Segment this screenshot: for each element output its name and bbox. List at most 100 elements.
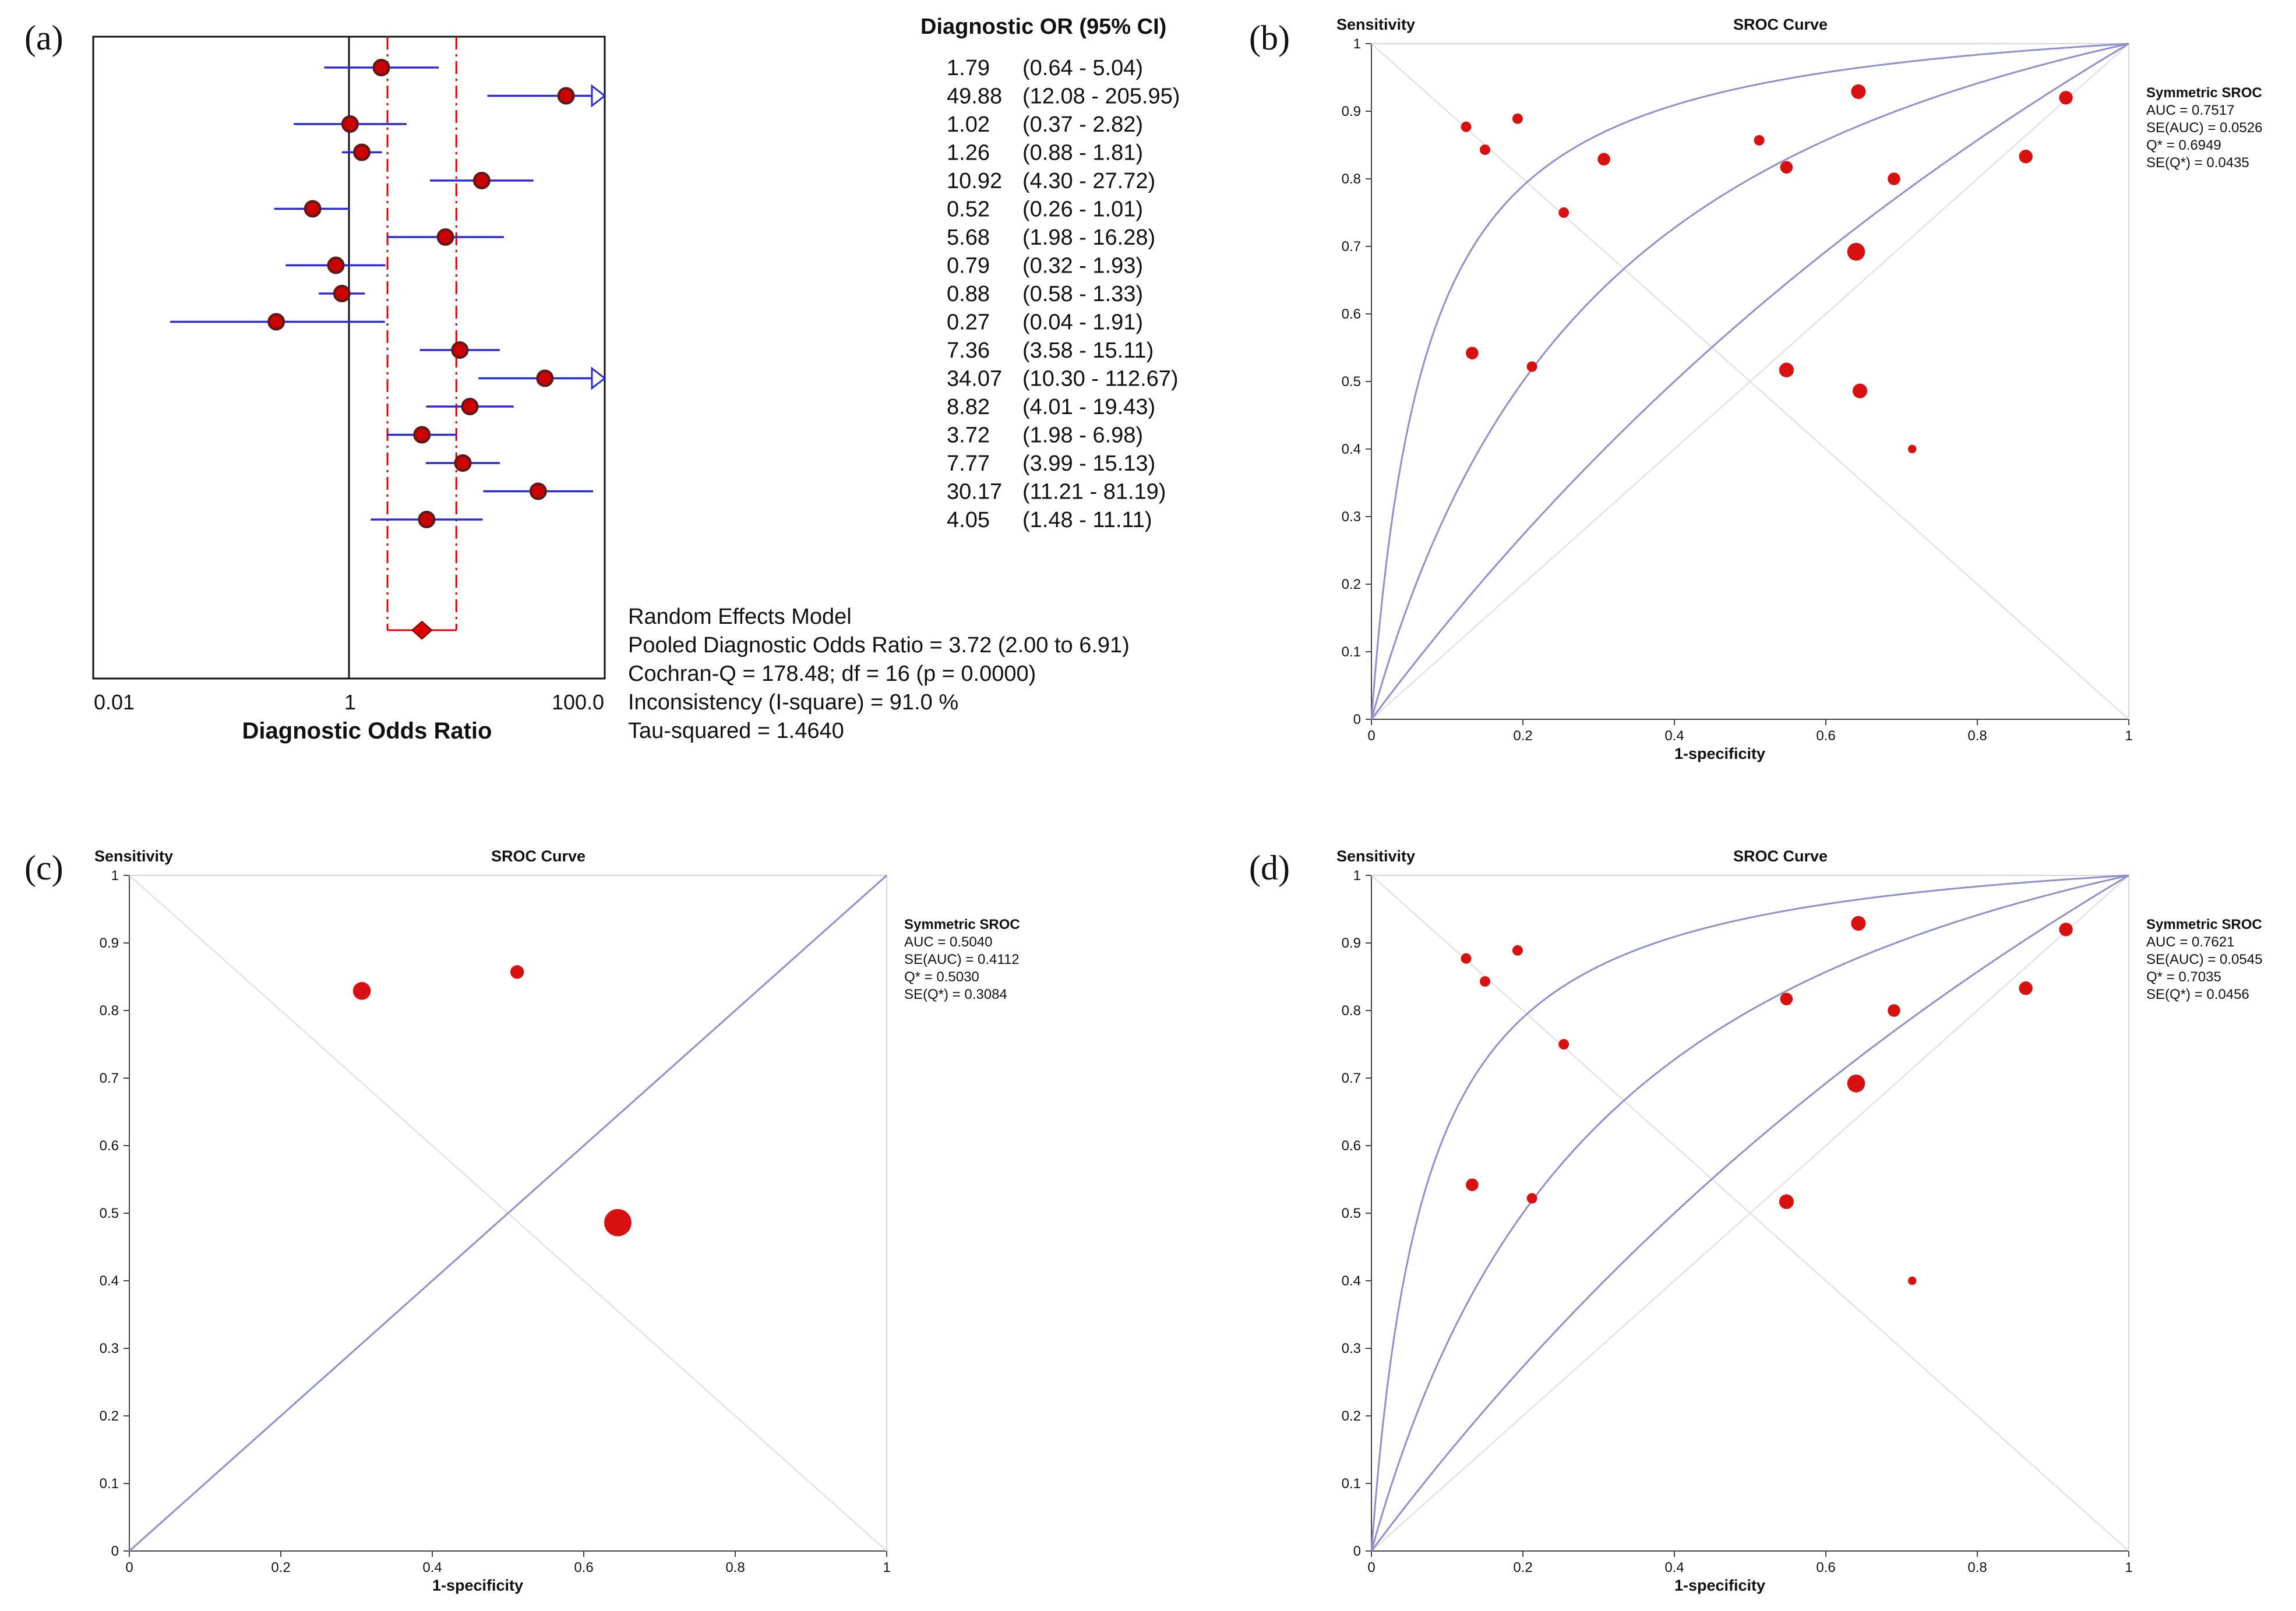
study-ci-text: (1.48 - 11.11) [1022,508,1152,532]
study-point-estimate [461,398,479,415]
sroc-b-sroc-curve [1370,43,2129,720]
sroc-b-y-tick-label: 0.1 [1342,644,1361,660]
sroc-b-y-tick-label: 1 [1353,36,1361,52]
sroc-c-y-tick-label: 0.7 [100,1071,119,1086]
sroc-b-x-tick-label: 0.2 [1513,728,1532,744]
sroc-b-study-point [1888,172,1900,185]
sroc-d-x-tick-label: 0.2 [1513,1560,1532,1575]
study-or-value: 0.27 [947,310,990,335]
sroc-d-stats-line: SE(Q*) = 0.0456 [2146,987,2249,1002]
sroc-d-y-tick-label: 0.6 [1342,1138,1361,1154]
sroc-panel-d: (d) 0 0.1 0.2 0.3 0.4 0.5 0.6 0.7 0.8 0.9 1 0 0.2 0.4 0… [1249,847,2262,1594]
pooled-or-text: Pooled Diagnostic Odds Ratio = 3.72 (2.0… [628,633,1130,658]
sroc-d-sroc-curve [1370,874,2129,1552]
sroc-b-x-tick-label: 1 [2125,728,2132,744]
ci-overflow-arrow [591,366,606,390]
model-name: Random Effects Model [628,605,852,629]
sroc-d-study-point [1851,916,1866,931]
sroc-b-study-point [1558,207,1570,218]
study-ci-text: (12.08 - 205.95) [1022,84,1180,109]
study-or-value: 10.92 [947,169,1002,193]
sroc-b-study-point [1512,113,1523,124]
study-ci-text: (3.58 - 15.11) [1022,338,1154,363]
sroc-b-stats-line: SE(AUC) = 0.0526 [2146,120,2262,136]
sroc-d-sroc-curve [1370,874,2129,1552]
sroc-b-y-axis-title: Sensitivity [1336,16,1415,33]
sroc-d-study-point [2019,981,2033,995]
sroc-d-sroc-curve [1370,874,2129,1552]
sroc-d-study-point [1512,945,1523,956]
sroc-d-study-point [1480,976,1490,987]
forest-tick-label-1: 1 [344,690,356,714]
sroc-c-y-tick-label: 0.9 [100,935,119,951]
study-ci-text: (3.99 - 15.13) [1022,451,1155,476]
study-ci-text: (11.21 - 81.19) [1022,480,1166,504]
sroc-b-stats-line: SE(Q*) = 0.0435 [2146,155,2249,171]
study-point-estimate [353,143,371,161]
study-or-value: 1.79 [947,56,990,80]
study-ci-text: (0.04 - 1.91) [1022,310,1143,335]
sroc-b-study-point [1847,242,1865,261]
sroc-b-y-tick-label: 0.9 [1342,104,1361,119]
study-point-estimate [436,228,454,246]
cochran-q-text: Cochran-Q = 178.48; df = 16 (p = 0.0000) [628,662,1036,686]
sroc-d-study-point [1526,1193,1537,1204]
forest-x-axis-label: Diagnostic Odds Ratio [242,718,492,744]
sroc-d-y-tick-label: 0.7 [1342,1071,1361,1086]
panel-label-c: (c) [24,849,64,887]
sroc-d-study-point [1888,1004,1900,1017]
sroc-c-study-point [510,965,524,979]
sroc-c-stats-line: SE(Q*) = 0.3084 [904,987,1007,1002]
inconsistency-text: Inconsistency (I-square) = 91.0 % [628,690,958,715]
sroc-b-study-point [1466,347,1479,360]
sroc-d-x-tick-label: 0.4 [1664,1560,1684,1575]
sroc-b-x-tick-label: 0.6 [1816,728,1835,744]
sroc-d-y-tick-label: 0.4 [1342,1273,1361,1289]
study-point-estimate [327,256,345,274]
study-ci-text: (0.64 - 5.04) [1022,56,1143,80]
or-list: 1.79 (0.64 - 5.04) 49.88 (12.08 - 205.95) 1.… [947,56,1180,532]
sroc-d-x-tick-label: 0.6 [1816,1560,1835,1575]
study-or-value: 30.17 [947,480,1002,504]
study-or-value: 7.36 [947,338,990,363]
sroc-d-y-tick-label: 0.2 [1342,1408,1361,1424]
study-ci-text: (0.26 - 1.01) [1022,197,1143,222]
study-or-value: 7.77 [947,451,990,476]
ci-overflow-arrow [591,84,606,108]
sroc-d-stats-line: SE(AUC) = 0.0545 [2146,952,2262,967]
sroc-b-y-tick-label: 0.3 [1342,509,1361,525]
sroc-b-y-tick-label: 0.7 [1342,239,1361,255]
sroc-c-stats-heading: Symmetric SROC [904,917,1020,932]
sroc-b-anti-diagonal [1371,43,2129,720]
study-point-estimate [472,172,491,189]
sroc-b-study-point [1780,161,1793,174]
study-ci-text: (0.58 - 1.33) [1022,282,1143,306]
study-point-estimate [304,200,322,218]
sroc-b-study-point [2019,150,2033,164]
sroc-d-y-axis-title: Sensitivity [1336,847,1415,865]
sroc-d-x-tick-label: 0.8 [1967,1560,1987,1575]
panel-label-d: (d) [1249,849,1290,887]
sroc-d-study-point [1466,1178,1479,1192]
study-ci-text: (1.98 - 6.98) [1022,423,1143,448]
study-point-estimate [372,59,390,76]
study-point-estimate [536,369,554,387]
sroc-c-x-tick-label: 0.6 [574,1560,593,1575]
study-ci-text: (0.88 - 1.81) [1022,141,1143,165]
sroc-c-stats-line: AUC = 0.5040 [904,934,992,950]
sroc-d-y-tick-label: 0.1 [1342,1476,1361,1492]
sroc-d-x-tick-label: 1 [2125,1560,2132,1575]
sroc-b-study-point [1461,121,1472,132]
sroc-c-x-axis-title: 1-specificity [432,1577,523,1594]
sroc-d-x-axis-title: 1-specificity [1674,1577,1765,1594]
study-ci-text: (4.30 - 27.72) [1022,169,1155,193]
study-or-value: 4.05 [947,508,990,532]
sroc-d-study-point [1847,1074,1865,1093]
sroc-c-stats-line: Q* = 0.5030 [904,969,979,985]
study-point-estimate [413,426,431,444]
sroc-b-chart-title: SROC Curve [1733,16,1828,33]
forest-tick-label-100: 100.0 [552,690,604,714]
study-ci-text: (10.30 - 112.67) [1022,367,1179,391]
sroc-b-study-point [1779,362,1794,377]
